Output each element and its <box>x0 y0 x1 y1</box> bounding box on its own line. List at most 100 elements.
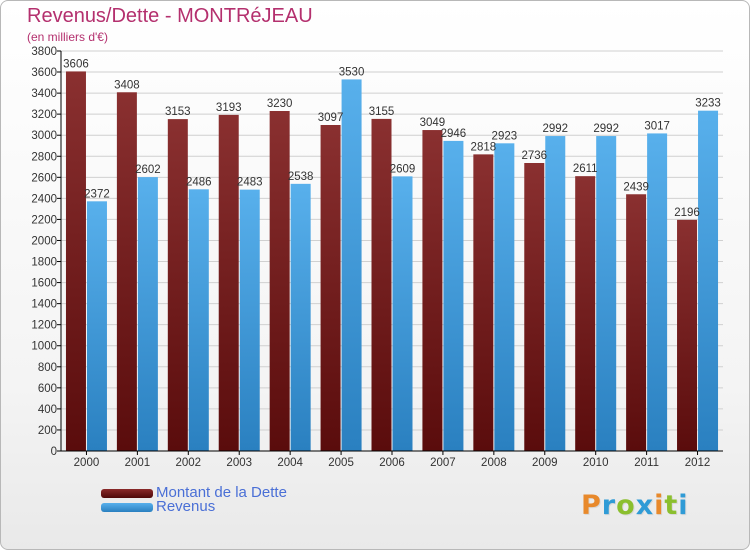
y-tick-label: 600 <box>38 383 57 395</box>
bar-debt <box>269 111 290 451</box>
y-tick-label: 3200 <box>31 109 57 121</box>
brand-letter: i <box>678 490 689 521</box>
y-tick-label: 3600 <box>31 67 57 79</box>
bar-debt-label: 2736 <box>521 150 547 162</box>
bar-debt-label: 3049 <box>420 117 446 129</box>
bar-debt-label: 3606 <box>63 58 89 70</box>
proxiti-logo: Proxiti <box>581 490 689 521</box>
bars <box>65 71 719 452</box>
legend-swatch-revenue <box>101 503 153 512</box>
y-tick-label: 3000 <box>31 130 57 142</box>
x-tick-label: 2000 <box>74 457 100 469</box>
x-tick-label: 2003 <box>226 457 252 469</box>
bar-debt-label: 3153 <box>165 106 191 118</box>
bar-debt-label: 3155 <box>369 106 395 118</box>
bar-revenue-label: 2992 <box>593 123 619 135</box>
y-tick-label: 2600 <box>31 172 57 184</box>
chart-subtitle: (en milliers d'€) <box>27 30 108 44</box>
bar-debt <box>677 219 698 451</box>
y-tick-label: 1800 <box>31 257 57 269</box>
bar-debt <box>116 92 137 452</box>
x-tick-label: 2004 <box>277 457 303 469</box>
bar-debt-label: 3230 <box>267 98 293 110</box>
y-tick-label: 2000 <box>31 235 57 247</box>
x-tick-label: 2005 <box>328 457 354 469</box>
legend-swatch-debt <box>101 489 153 498</box>
bar-debt-label: 3193 <box>216 102 242 114</box>
y-tick-label: 1000 <box>31 341 57 353</box>
x-tick-label: 2012 <box>685 457 711 469</box>
y-tick-label: 2400 <box>31 193 57 205</box>
bar-revenue <box>647 133 668 451</box>
bar-revenue <box>545 136 566 452</box>
bar-revenue-label: 2946 <box>441 128 467 140</box>
axes: 0 200 400 600 800 1000 1200 1400 1600 1800 2000 220… <box>31 46 723 469</box>
x-tick-label: 2011 <box>634 457 659 469</box>
bar-debt <box>65 71 86 451</box>
y-tick-label: 3400 <box>31 88 57 100</box>
x-tick-label: 2007 <box>430 457 456 469</box>
bar-revenue-label: 2538 <box>288 171 314 183</box>
bar-revenue-label: 2923 <box>492 130 518 142</box>
bar-revenue-label: 2372 <box>84 188 110 200</box>
bar-debt-label: 2439 <box>623 181 649 193</box>
y-tick-label: 2800 <box>31 151 57 163</box>
brand-letter: x <box>635 490 655 521</box>
bar-debt-label: 3408 <box>114 79 140 91</box>
x-tick-label: 2006 <box>379 457 405 469</box>
bar-revenue-label: 3530 <box>339 66 365 78</box>
y-tick-label: 2200 <box>31 214 57 226</box>
bar-revenue <box>290 183 311 451</box>
bar-revenue-label: 3233 <box>695 98 721 110</box>
bar-debt <box>524 163 545 451</box>
y-tick-label: 400 <box>38 404 57 416</box>
bar-debt-label: 2196 <box>674 207 700 219</box>
bar-debt <box>167 119 188 452</box>
y-tick-label: 1600 <box>31 278 57 290</box>
bar-revenue <box>392 176 413 452</box>
y-tick-label: 0 <box>51 446 57 458</box>
bar-revenue <box>443 140 464 452</box>
y-tick-label: 1200 <box>31 320 57 332</box>
x-tick-label: 2009 <box>532 457 558 469</box>
y-tick-label: 200 <box>38 425 57 437</box>
bar-debt <box>371 118 392 451</box>
bar-revenue <box>86 201 107 451</box>
bar-revenue-label: 2486 <box>186 176 212 188</box>
bar-revenue <box>188 189 209 451</box>
bar-debt <box>626 194 647 451</box>
y-tick-label: 800 <box>38 362 57 374</box>
legend-label-debt: Montant de la Dette <box>156 484 287 501</box>
x-tick-label: 2001 <box>125 457 151 469</box>
brand-letter: i <box>654 490 665 521</box>
bar-debt <box>473 154 494 452</box>
bar-revenue <box>494 143 515 451</box>
x-tick-label: 2010 <box>583 457 609 469</box>
chart-title: Revenus/Dette - MONTRéJEAU <box>27 5 313 27</box>
bar-debt <box>218 114 239 451</box>
brand-letter: r <box>601 490 617 521</box>
legend-label-revenue: Revenus <box>156 498 216 515</box>
bar-revenue-label: 2602 <box>135 164 161 176</box>
bar-revenue <box>341 79 362 451</box>
bar-revenue-label: 2609 <box>390 163 416 175</box>
bar-debt <box>320 125 341 451</box>
bar-revenue-label: 2992 <box>542 123 568 135</box>
bar-revenue <box>698 110 719 452</box>
y-tick-label: 1400 <box>31 299 57 311</box>
brand-letter: t <box>664 490 679 521</box>
bar-revenue-label: 3017 <box>644 120 670 132</box>
bar-revenue <box>239 189 260 451</box>
x-tick-label: 2008 <box>481 457 507 469</box>
bar-debt <box>422 130 443 452</box>
bar-revenue <box>137 177 158 451</box>
value-labels: 3606 2372 3408 2602 3153 2486 3193 2483 3230 2538… <box>63 58 721 218</box>
bar-debt-label: 2611 <box>573 163 598 175</box>
bar-revenue <box>596 136 617 452</box>
brand-letter: o <box>616 490 636 521</box>
x-tick-label: 2002 <box>176 457 202 469</box>
bar-debt-label: 3097 <box>318 112 344 124</box>
brand-letter: P <box>581 490 602 521</box>
